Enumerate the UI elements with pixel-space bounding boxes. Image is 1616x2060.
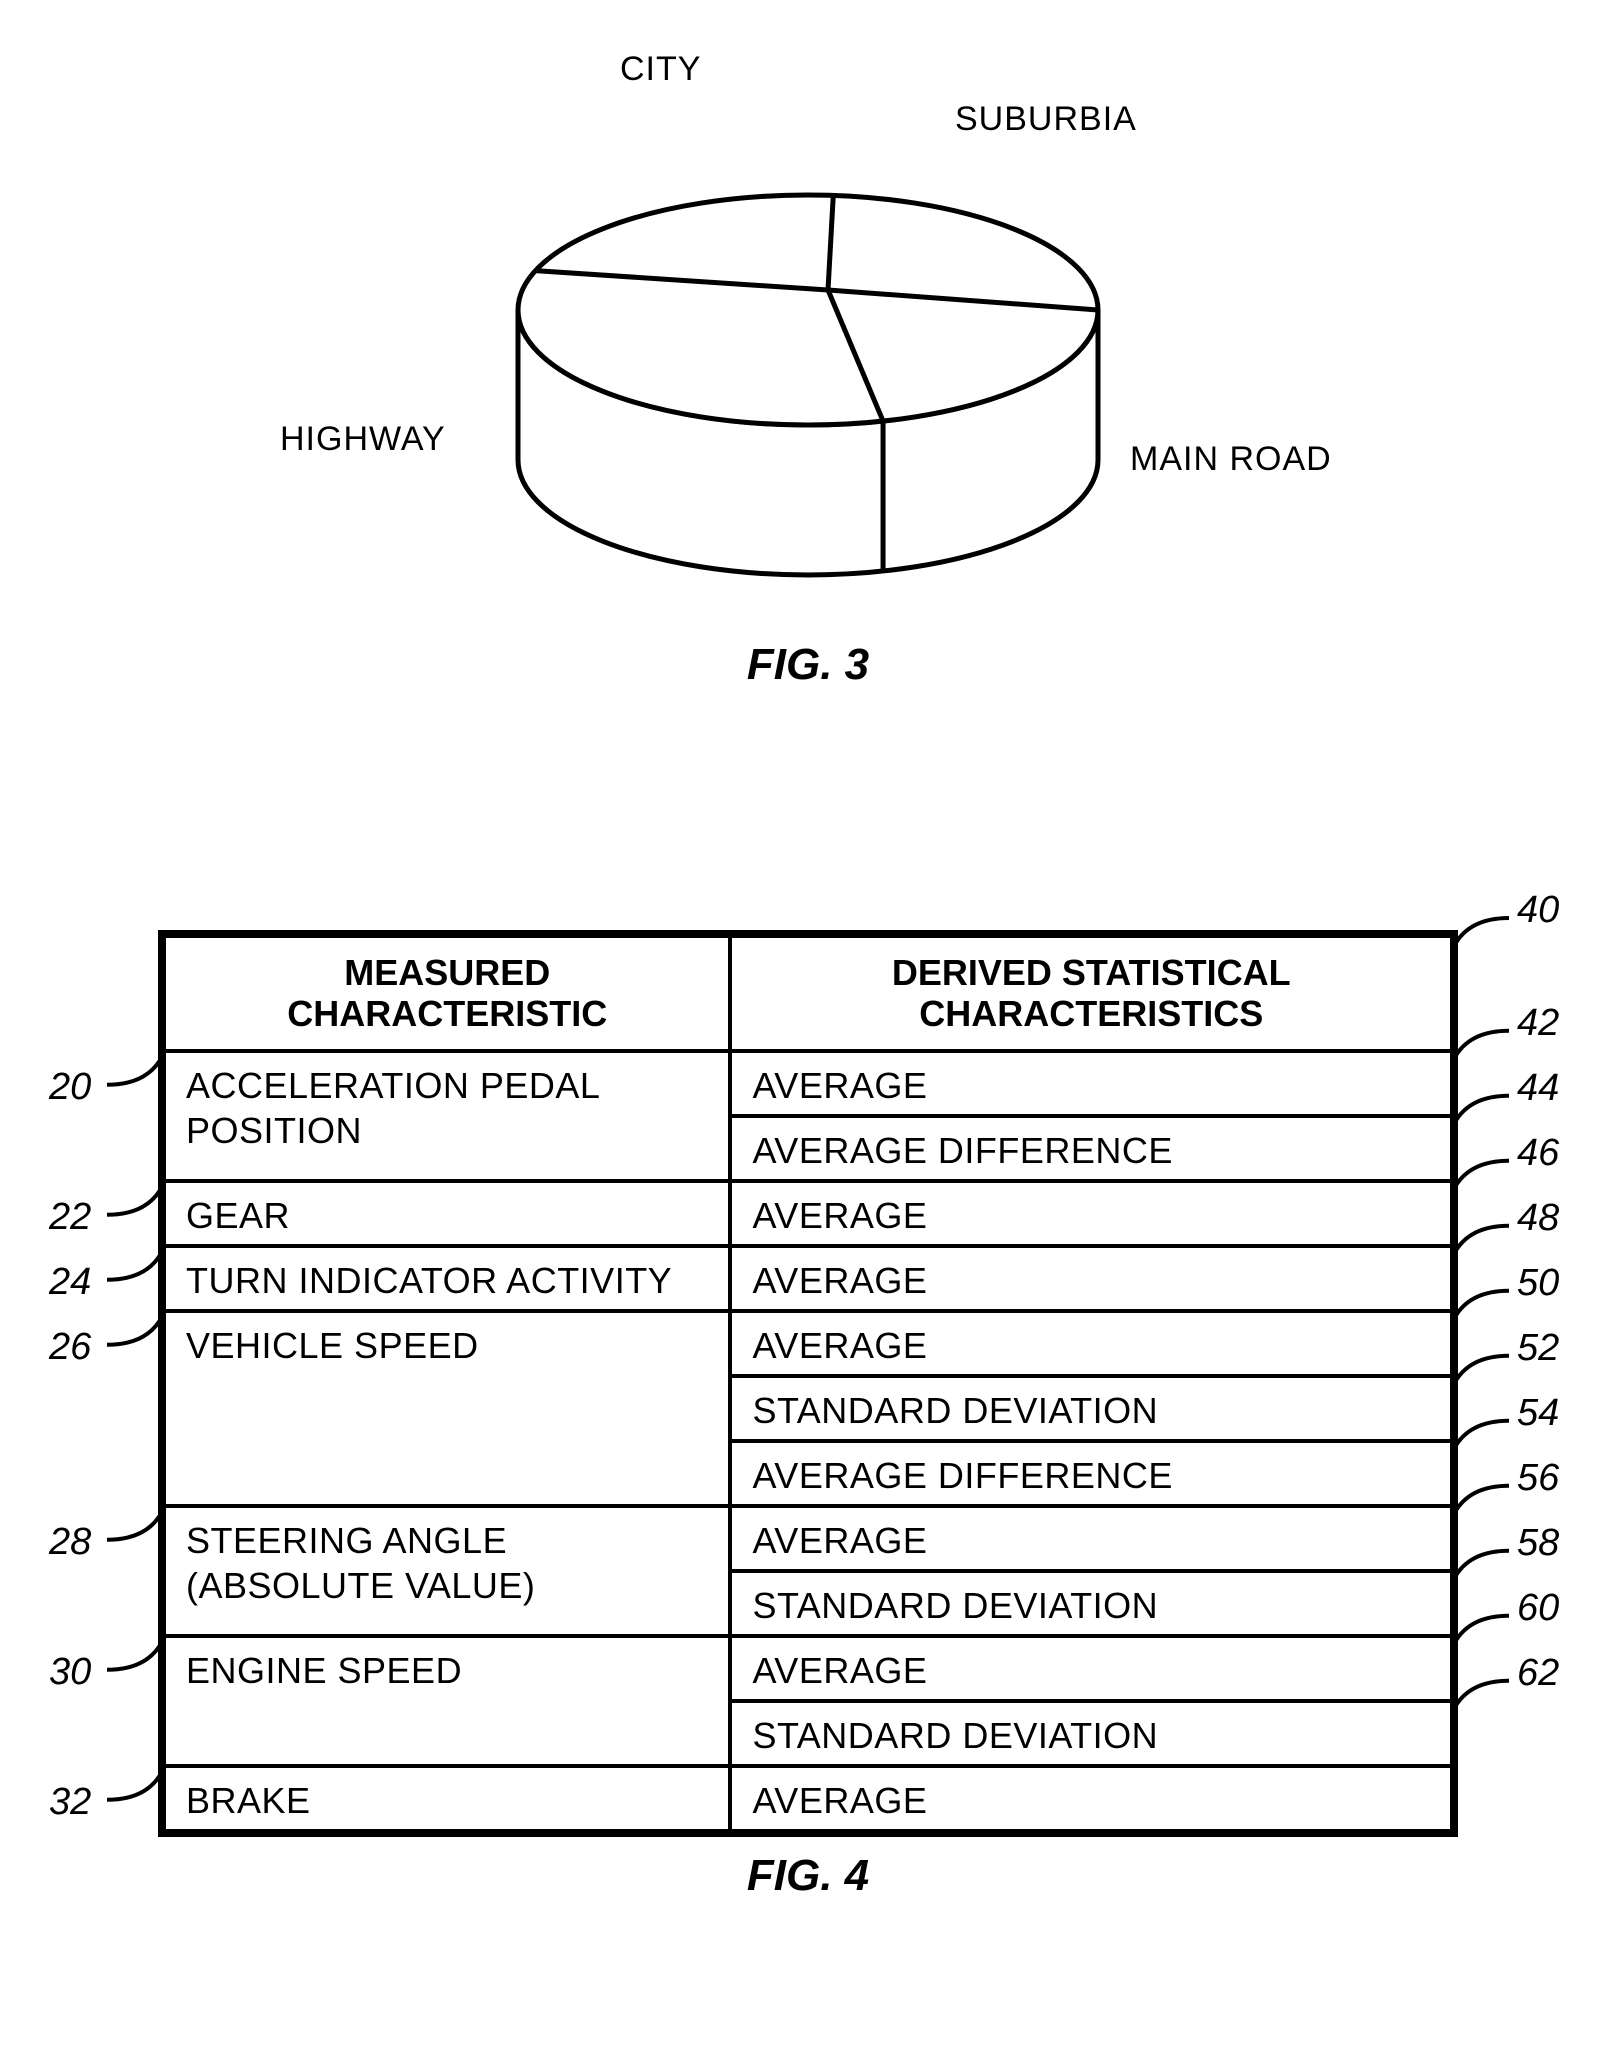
ref-label: 54 <box>1517 1392 1559 1434</box>
ref-label: 62 <box>1517 1652 1559 1694</box>
ref-label: 26 <box>48 1326 92 1368</box>
derived-cell: AVERAGE DIFFERENCE <box>730 1441 1454 1506</box>
table-row: STEERING ANGLE (ABSOLUTE VALUE)AVERAGE <box>162 1506 1454 1571</box>
ref-label: 50 <box>1517 1262 1559 1304</box>
ref-label: 28 <box>48 1521 91 1563</box>
ref-label: 56 <box>1517 1457 1560 1499</box>
col-measured-header: MEASURED CHARACTERISTIC <box>162 934 730 1051</box>
derived-cell: AVERAGE <box>730 1246 1454 1311</box>
measured-cell: STEERING ANGLE (ABSOLUTE VALUE) <box>162 1506 730 1636</box>
ref-label: 46 <box>1517 1132 1560 1174</box>
derived-cell: AVERAGE <box>730 1636 1454 1701</box>
derived-cell: AVERAGE <box>730 1311 1454 1376</box>
table-header-row: MEASURED CHARACTERISTIC DERIVED STATISTI… <box>162 934 1454 1051</box>
ref-label: 32 <box>49 1781 91 1823</box>
fig3-caption: FIG. 3 <box>0 640 1616 690</box>
ref-label: 42 <box>1517 1002 1559 1044</box>
derived-cell: AVERAGE <box>730 1766 1454 1833</box>
pie-label-city: CITY <box>620 50 701 89</box>
measured-cell: ACCELERATION PEDAL POSITION <box>162 1051 730 1181</box>
derived-cell: AVERAGE <box>730 1051 1454 1116</box>
derived-cell: STANDARD DEVIATION <box>730 1701 1454 1766</box>
ref-label: 52 <box>1517 1327 1559 1369</box>
ref-label: 24 <box>48 1261 91 1303</box>
measured-cell: BRAKE <box>162 1766 730 1833</box>
table-row: GEARAVERAGE <box>162 1181 1454 1246</box>
fig4-caption: FIG. 4 <box>158 1851 1458 1901</box>
table-row: ENGINE SPEEDAVERAGE <box>162 1636 1454 1701</box>
pie-wrapper <box>488 190 1128 550</box>
derived-cell: STANDARD DEVIATION <box>730 1376 1454 1441</box>
pie-label-suburbia: SUBURBIA <box>955 100 1137 139</box>
derived-cell: STANDARD DEVIATION <box>730 1571 1454 1636</box>
ref-label: 30 <box>49 1651 91 1693</box>
ref-label: 44 <box>1517 1067 1559 1109</box>
pie-label-highway: HIGHWAY <box>280 420 446 459</box>
pie-label-mainroad: MAIN ROAD <box>1130 440 1332 479</box>
table-wrapper: 40202224262830324244464850525456586062 M… <box>158 930 1458 1901</box>
derived-cell: AVERAGE <box>730 1506 1454 1571</box>
ref-label: 20 <box>48 1066 91 1108</box>
fig3-pie-section: CITY SUBURBIA MAIN ROAD HIGHWAY FIG. 3 <box>0 20 1616 670</box>
ref-label: 48 <box>1517 1197 1559 1239</box>
ref-label: 22 <box>48 1196 91 1238</box>
pie-top <box>518 195 1098 425</box>
col-derived-header: DERIVED STATISTICAL CHARACTERISTICS <box>730 934 1454 1051</box>
derived-cell: AVERAGE DIFFERENCE <box>730 1116 1454 1181</box>
ref-label: 58 <box>1517 1522 1559 1564</box>
measured-cell: GEAR <box>162 1181 730 1246</box>
ref-label: 40 <box>1517 889 1559 931</box>
table-row: BRAKEAVERAGE <box>162 1766 1454 1833</box>
pie-svg <box>488 190 1128 590</box>
measured-cell: ENGINE SPEED <box>162 1636 730 1766</box>
measured-cell: VEHICLE SPEED <box>162 1311 730 1506</box>
table-row: ACCELERATION PEDAL POSITIONAVERAGE <box>162 1051 1454 1116</box>
derived-cell: AVERAGE <box>730 1181 1454 1246</box>
ref-label: 60 <box>1517 1587 1559 1629</box>
fig4-table-section: 40202224262830324244464850525456586062 M… <box>0 930 1616 1901</box>
table-row: TURN INDICATOR ACTIVITYAVERAGE <box>162 1246 1454 1311</box>
table-row: VEHICLE SPEEDAVERAGE <box>162 1311 1454 1376</box>
measured-cell: TURN INDICATOR ACTIVITY <box>162 1246 730 1311</box>
characteristics-table: MEASURED CHARACTERISTIC DERIVED STATISTI… <box>158 930 1458 1837</box>
